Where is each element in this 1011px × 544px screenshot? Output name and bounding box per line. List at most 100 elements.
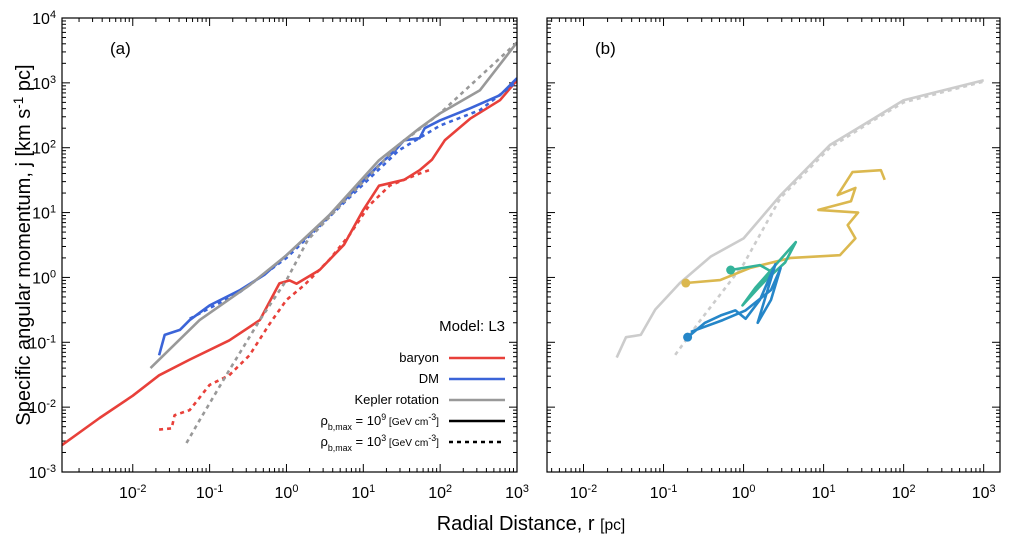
text-part: 10: [29, 335, 47, 352]
text-part: ρ: [320, 434, 327, 449]
legend-title: Model: L3: [439, 318, 505, 335]
series-line: [674, 80, 985, 356]
text-part: 10: [32, 141, 50, 158]
x-tick-label: 101: [812, 483, 836, 502]
text-part: 1: [369, 483, 375, 495]
text-part: -3: [428, 433, 436, 443]
x-tick-label: 10-2: [119, 483, 146, 502]
text-part: 10: [812, 485, 830, 502]
panel-label: (b): [595, 39, 616, 58]
text-part: -3: [46, 463, 56, 475]
text-part: 2: [50, 139, 56, 151]
text-part: 4: [50, 9, 56, 21]
text-part: 10: [570, 485, 588, 502]
x-tick-label: 103: [972, 483, 996, 502]
text-part: 1: [829, 483, 835, 495]
text-part: 3: [50, 74, 56, 86]
x-tick-label: 103: [505, 483, 529, 502]
text-part: 10: [732, 485, 750, 502]
text-part: 3: [523, 483, 529, 495]
x-tick-label: 10-2: [570, 483, 597, 502]
text-part: 1: [50, 204, 56, 216]
series-line: [158, 168, 430, 431]
text-part: 10: [275, 485, 293, 502]
start-marker: [726, 265, 736, 275]
text-part: ]: [436, 417, 439, 428]
text-part: 9: [381, 412, 386, 422]
plot-area: [615, 78, 985, 359]
panel: 10-2 10-1 100 101 102 103(b): [546, 17, 1001, 502]
text-part: 3: [990, 483, 996, 495]
x-tick-label: 10-1: [650, 483, 677, 502]
text-part: 2: [446, 483, 452, 495]
text-part: 10: [32, 76, 50, 93]
plot-frame: [546, 17, 1001, 473]
text-part: b,max: [328, 443, 353, 453]
text-part: = 10: [352, 434, 381, 449]
panel-label: (a): [110, 39, 131, 58]
text-part: Specific angular momentum, j [km s: [13, 109, 35, 426]
x-tick-label: 10-1: [196, 483, 223, 502]
series-line: [685, 168, 886, 285]
text-part: -2: [588, 483, 598, 495]
x-tick-label: 100: [732, 483, 756, 502]
text-part: 10: [650, 485, 668, 502]
text-part: 10: [892, 485, 910, 502]
text-part: b,max: [328, 422, 353, 432]
series-line: [189, 80, 517, 320]
plot-frame: [61, 17, 518, 473]
y-tick-label: 104: [32, 9, 56, 28]
text-part: -2: [46, 398, 56, 410]
text-part: ]: [436, 438, 439, 449]
series-line: [615, 78, 985, 359]
text-part: 10: [428, 485, 446, 502]
plot-area: [62, 41, 517, 447]
text-part: 10: [351, 485, 369, 502]
y-tick-label: 10-3: [29, 463, 56, 482]
y-tick-label: 10-1: [29, 333, 56, 352]
text-part: 0: [749, 483, 755, 495]
start-marker: [683, 332, 693, 342]
y-tick-label: 10-2: [29, 398, 56, 417]
text-part: [pc]: [600, 517, 625, 534]
text-part: 10: [32, 11, 50, 28]
series-line: [185, 41, 517, 444]
text-part: [GeV cm: [386, 438, 428, 449]
text-part: = 10: [352, 413, 381, 428]
start-marker: [681, 278, 691, 288]
text-part: -3: [428, 412, 436, 422]
x-tick-label: 101: [351, 483, 375, 502]
text-part: [GeV cm: [386, 417, 428, 428]
text-part: 10: [29, 465, 47, 482]
x-tick-label: 100: [275, 483, 299, 502]
series-line: [686, 262, 782, 339]
text-part: 10: [29, 400, 47, 417]
y-tick-label: 102: [32, 139, 56, 158]
legend-label: DM: [419, 371, 439, 386]
text-part: -1: [46, 333, 56, 345]
text-part: 10: [505, 485, 523, 502]
text-part: -1: [11, 97, 26, 109]
text-part: 10: [972, 485, 990, 502]
x-tick-label: 102: [428, 483, 452, 502]
y-axis-label: Specific angular momentum, j [km s-1 pc]: [11, 64, 36, 425]
x-tick-label: 102: [892, 483, 916, 502]
text-part: ρ: [320, 413, 327, 428]
text-part: 2: [909, 483, 915, 495]
y-tick-label: 101: [32, 204, 56, 223]
y-tick-label: 103: [32, 74, 56, 93]
text-part: 10: [32, 206, 50, 223]
text-part: 10: [196, 485, 214, 502]
series-line: [157, 77, 517, 356]
text-part: 3: [381, 433, 386, 443]
series-line: [62, 79, 517, 447]
text-part: Radial Distance, r: [437, 513, 600, 535]
series-line: [149, 41, 517, 370]
text-part: -1: [214, 483, 224, 495]
y-tick-label: 100: [32, 268, 56, 287]
legend-label: ρb,max = 109 [GeV cm-3]: [320, 412, 439, 432]
text-part: pc]: [13, 64, 35, 96]
legend-label: baryon: [399, 350, 439, 365]
